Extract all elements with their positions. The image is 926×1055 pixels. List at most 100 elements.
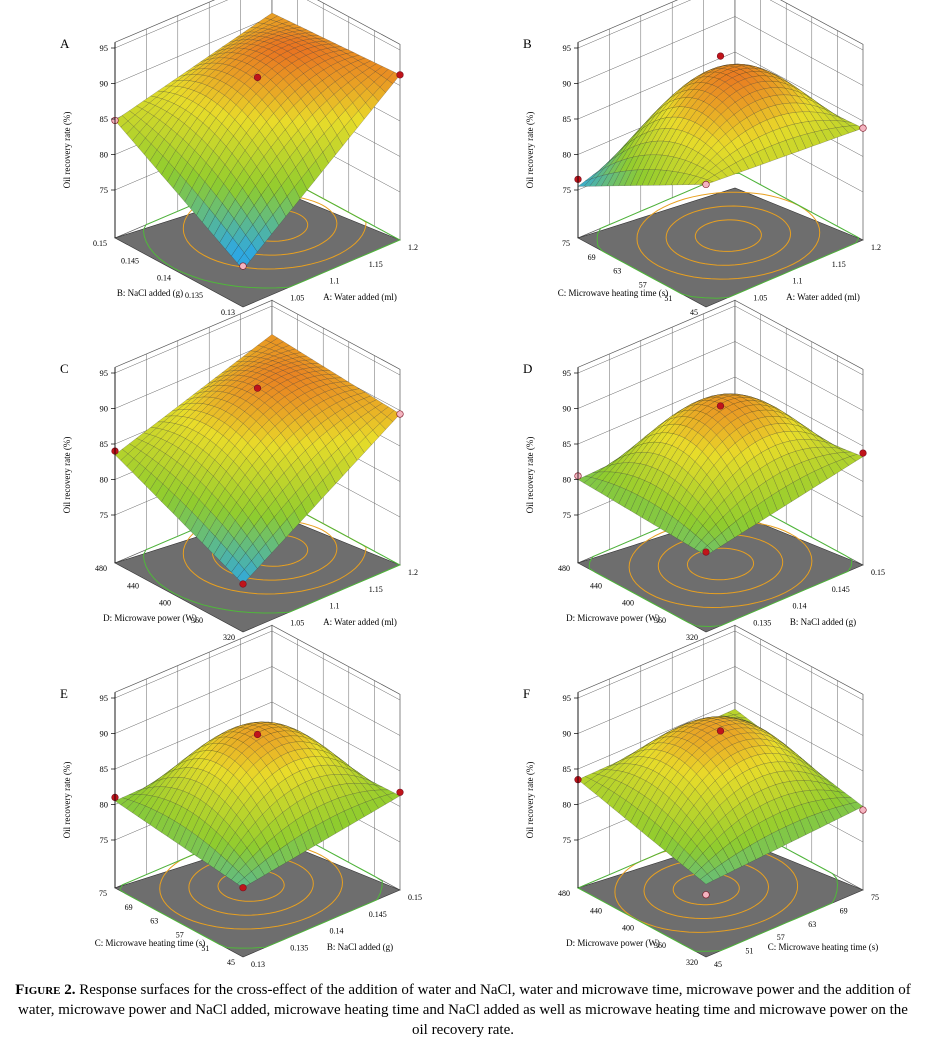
x-tick-label: 1.2: [408, 243, 418, 252]
y-tick-label: 0.14: [157, 274, 171, 283]
figure-caption: Figure 2. Response surfaces for the cros…: [14, 980, 912, 1040]
panel-letter: E: [60, 686, 68, 701]
y-tick-label: 69: [125, 903, 133, 912]
y-tick-label: 440: [127, 581, 139, 590]
design-point: [396, 71, 404, 79]
x-tick-label: 1.15: [369, 585, 383, 594]
response-surface: [577, 708, 864, 885]
x-axis-label: A: Water added (ml): [323, 292, 397, 302]
z-tick-label: 75: [100, 510, 109, 520]
z-axis-label: Oil recovery rate (%): [525, 112, 535, 189]
x-axis-label: C: Microwave heating time (s): [768, 942, 878, 952]
z-tick-label: 80: [563, 150, 572, 160]
x-tick-label: 0.14: [793, 602, 807, 611]
y-tick-label: 400: [622, 599, 634, 608]
x-tick-label: 75: [871, 893, 879, 902]
design-point: [253, 730, 262, 739]
y-tick-label: 75: [99, 889, 107, 898]
z-tick-label: 75: [563, 510, 572, 520]
x-tick-label: 1.2: [871, 243, 881, 252]
panel-letter: D: [523, 361, 532, 376]
x-tick-label: 0.135: [753, 618, 771, 627]
x-tick-label: 51: [745, 947, 753, 956]
x-tick-label: 1.05: [290, 293, 304, 302]
design-point: [396, 788, 404, 796]
z-tick-label: 75: [100, 835, 109, 845]
z-tick-label: 90: [100, 79, 109, 89]
response-surface: [577, 393, 864, 556]
design-point: [253, 384, 262, 392]
design-point: [702, 548, 710, 556]
x-tick-label: 63: [808, 920, 816, 929]
x-tick-label: 45: [714, 960, 722, 969]
y-tick-label: 63: [150, 917, 158, 926]
wall-grid-line: [577, 376, 864, 447]
z-tick-label: 80: [100, 150, 109, 160]
z-tick-label: 75: [100, 185, 109, 195]
wall-grid-line: [577, 305, 864, 376]
z-tick-label: 75: [563, 185, 572, 195]
panel-F: 95 90 85 80 75 Oil recovery rate (%) F 45 51 57 63…: [523, 624, 879, 969]
z-tick-label: 95: [100, 693, 109, 703]
design-point: [859, 806, 867, 814]
y-tick-label: 440: [590, 906, 602, 915]
y-axis-label: C: Microwave heating time (s): [558, 288, 668, 298]
x-tick-label: 1.15: [369, 260, 383, 269]
x-axis-label: A: Water added (ml): [323, 617, 397, 627]
design-point: [859, 124, 867, 132]
y-tick-label: 51: [664, 294, 672, 303]
panel-letter: F: [523, 686, 530, 701]
z-tick-label: 75: [563, 835, 572, 845]
y-tick-label: 57: [639, 280, 647, 289]
z-tick-label: 90: [563, 79, 572, 89]
contour-line: [636, 191, 821, 280]
wall-grid-line: [577, 701, 864, 772]
x-tick-label: 1.1: [330, 602, 340, 611]
z-axis-label: Oil recovery rate (%): [62, 762, 72, 839]
surface-cell: [236, 569, 251, 585]
x-tick-label: 1.05: [753, 293, 767, 302]
wall-grid-line: [114, 630, 401, 701]
y-tick-label: 320: [686, 633, 698, 642]
x-tick-label: 0.145: [832, 585, 850, 594]
design-point: [716, 727, 725, 735]
x-tick-label: 0.15: [871, 568, 885, 577]
x-axis-label: B: NaCl added (g): [327, 942, 393, 952]
wall-grid-line: [577, 666, 864, 736]
y-tick-label: 480: [558, 889, 570, 898]
design-point: [396, 410, 404, 418]
contour-line: [694, 219, 762, 252]
x-tick-label: 1.15: [832, 260, 846, 269]
design-point: [239, 580, 247, 588]
y-tick-label: 0.135: [185, 291, 203, 300]
design-point: [716, 402, 725, 410]
z-tick-label: 85: [100, 439, 109, 449]
z-tick-label: 90: [100, 404, 109, 414]
y-tick-label: 69: [588, 253, 596, 262]
z-tick-label: 85: [100, 764, 109, 774]
z-tick-label: 85: [563, 114, 572, 124]
y-tick-label: 320: [223, 633, 235, 642]
y-axis-label: D: Microwave power (W): [566, 613, 660, 623]
x-axis-label: B: NaCl added (g): [790, 617, 856, 627]
wall-grid-line: [114, 0, 401, 51]
z-axis-label: Oil recovery rate (%): [62, 437, 72, 514]
y-axis-label: C: Microwave heating time (s): [95, 938, 205, 948]
z-tick-label: 80: [563, 800, 572, 810]
surface-cell: [236, 877, 251, 888]
y-tick-label: 51: [201, 944, 209, 953]
wall-grid-line: [577, 341, 864, 411]
x-tick-label: 1.2: [408, 568, 418, 577]
z-tick-label: 80: [563, 475, 572, 485]
design-point: [716, 52, 725, 60]
z-tick-label: 95: [563, 368, 572, 378]
x-tick-label: 1.1: [330, 277, 340, 286]
z-axis-label: Oil recovery rate (%): [525, 437, 535, 514]
z-tick-label: 95: [100, 368, 109, 378]
z-tick-label: 95: [563, 43, 572, 53]
